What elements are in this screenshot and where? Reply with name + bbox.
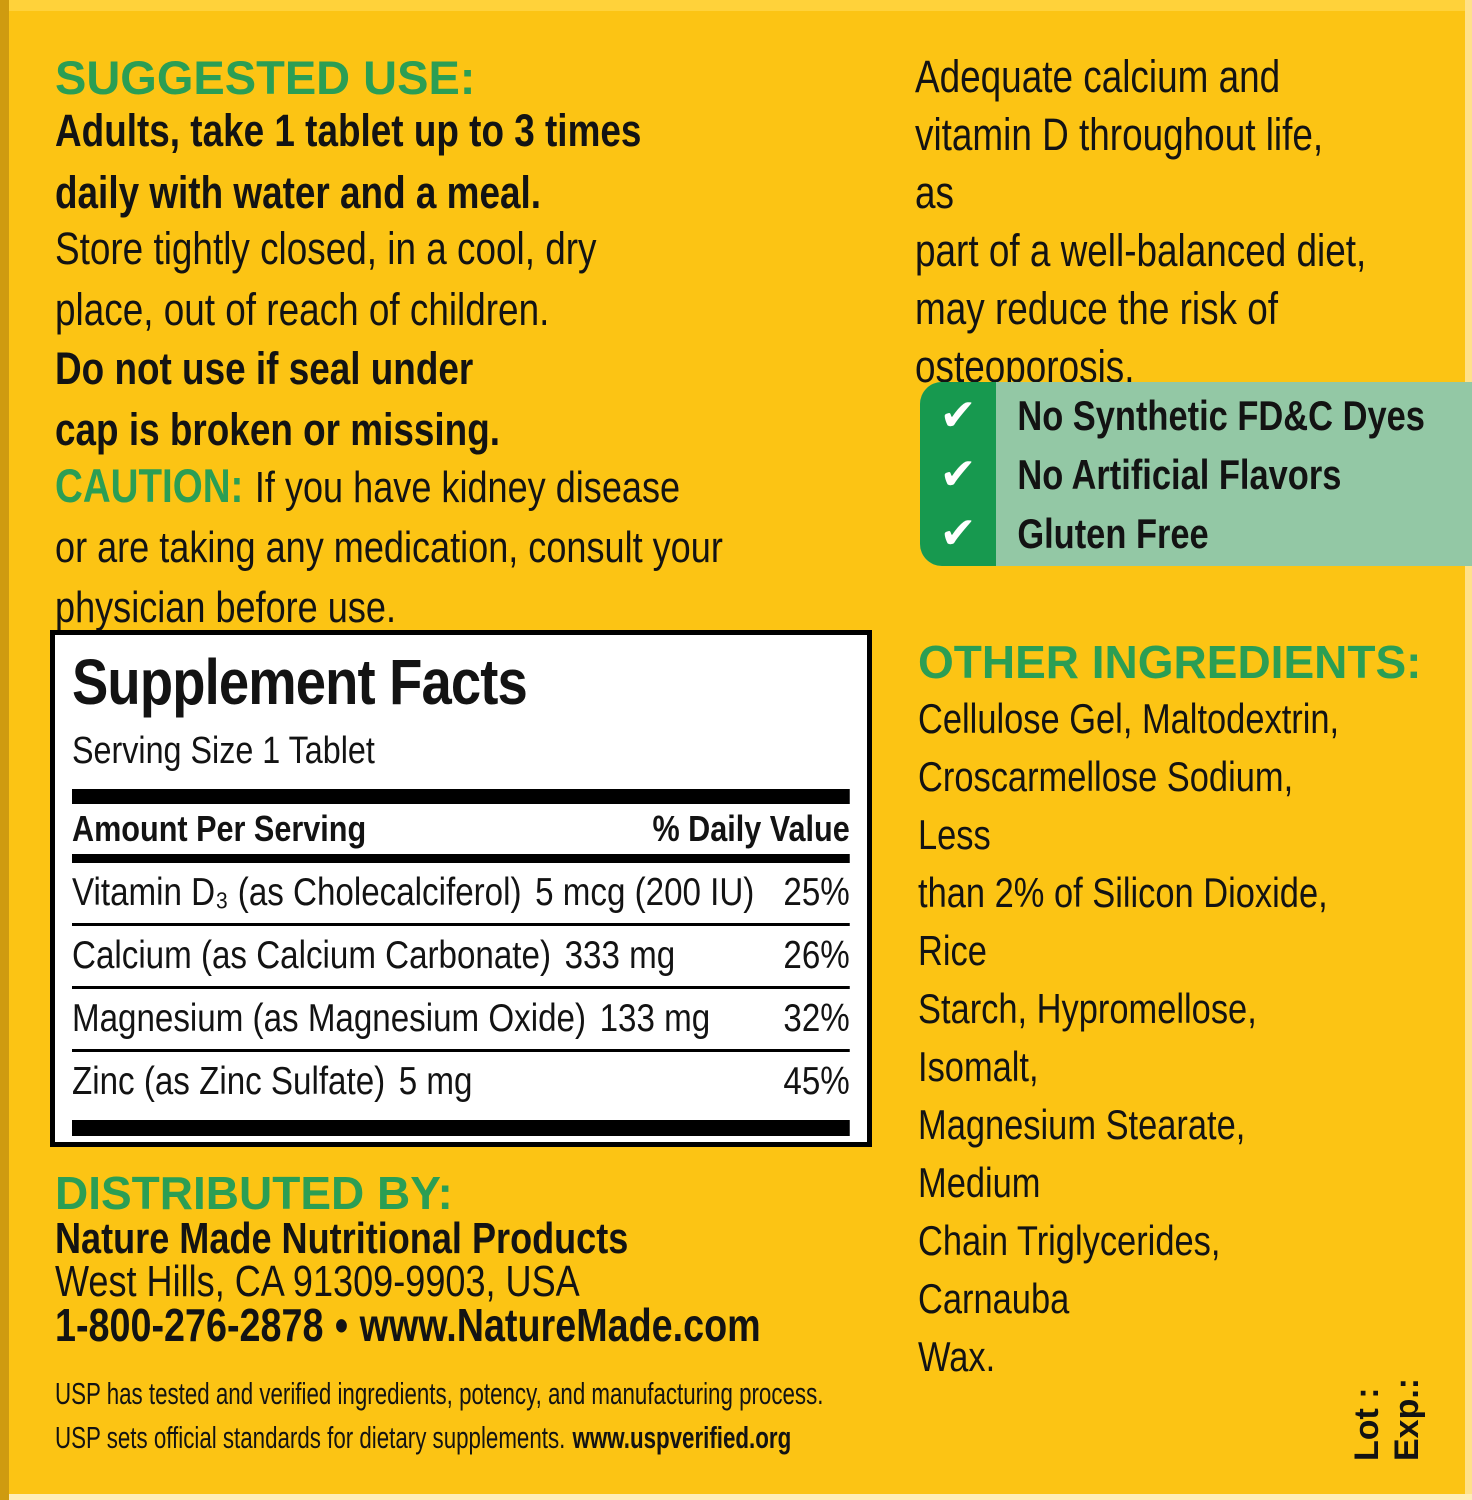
nutrient-amount: 5 mg — [398, 1060, 473, 1103]
nutrient-amount: 333 mg — [564, 934, 676, 977]
label-right-edge — [1465, 0, 1472, 1500]
lot-label: Lot : — [1348, 1387, 1386, 1461]
badge-item: No Artificial Flavors — [1017, 450, 1342, 498]
other-ingredients-heading: OTHER INGREDIENTS: — [918, 636, 1422, 688]
claims-badge: ✔ ✔ ✔ No Synthetic FD&C Dyes No Artifici… — [920, 382, 1472, 566]
nutrient-name: Calcium (as Calcium Carbonate) — [72, 934, 552, 977]
nutrient-dv: 25% — [783, 871, 850, 914]
nutrient-row: Zinc (as Zinc Sulfate) 5 mg 45% — [72, 1052, 850, 1112]
nutrient-name: Zinc (as Zinc Sulfate) — [72, 1060, 386, 1103]
badge-item-list: No Synthetic FD&C Dyes No Artificial Fla… — [996, 382, 1425, 566]
distributor-name: Nature Made Nutritional Products — [55, 1214, 629, 1263]
storage-instructions: Store tightly closed, in a cool, dry pla… — [55, 223, 597, 335]
seal-warning: Do not use if seal under cap is broken o… — [55, 343, 500, 455]
daily-value-header: % Daily Value — [652, 808, 850, 849]
nutrient-amount: 5 mcg (200 IU) — [535, 871, 755, 914]
badge-item: Gluten Free — [1017, 509, 1209, 557]
caution-label: CAUTION: — [55, 459, 244, 512]
bullet-separator: • — [334, 1299, 349, 1351]
amount-per-serving-header: Amount Per Serving — [72, 808, 367, 849]
nutrient-name: Magnesium (as Magnesium Oxide) — [72, 997, 587, 1040]
medium-rule — [72, 854, 850, 863]
nutrient-row: Magnesium (as Magnesium Oxide) 133 mg 32% — [72, 989, 850, 1052]
check-icon: ✔ — [939, 508, 977, 558]
supplement-facts-title: Supplement Facts — [72, 646, 528, 718]
exp-label: Exp.: — [1388, 1377, 1426, 1461]
label-top-edge — [0, 0, 1472, 11]
nutrient-row: Calcium (as Calcium Carbonate) 333 mg 26% — [72, 926, 850, 989]
thick-rule — [72, 789, 850, 804]
distributor-contact-line: 1-800-276-2878 • www.NatureMade.com — [55, 1301, 761, 1349]
check-icon: ✔ — [939, 390, 977, 440]
caution-text: If you have kidney disease or are taking… — [55, 463, 723, 632]
usp-fine-print: USP has tested and verified ingredients,… — [55, 1372, 823, 1460]
nutrient-dv: 26% — [783, 934, 850, 977]
distributor-phone: 1-800-276-2878 — [55, 1299, 324, 1351]
nutrient-amount: 133 mg — [599, 997, 711, 1040]
usp-line-2: USP sets official standards for dietary … — [55, 1416, 823, 1460]
nutrient-dv: 32% — [783, 997, 850, 1040]
nutrient-dv: 45% — [783, 1060, 850, 1103]
nutrient-name: Vitamin D₃ (as Cholecalciferol) — [72, 871, 522, 914]
other-ingredients-text: Cellulose Gel, Maltodextrin, Croscarmell… — [918, 695, 1340, 1380]
usp-line-2-text: USP sets official standards for dietary … — [55, 1420, 566, 1455]
serving-size: Serving Size 1 Tablet — [72, 730, 375, 772]
distributed-by-heading: DISTRIBUTED BY: — [55, 1167, 453, 1219]
distributor-website: www.NatureMade.com — [359, 1299, 761, 1351]
badge-item: No Synthetic FD&C Dyes — [1017, 391, 1425, 439]
suggested-use-heading: SUGGESTED USE: — [55, 51, 476, 104]
osteoporosis-claim: Adequate calcium and vitamin D throughou… — [915, 51, 1367, 392]
lot-exp-block: Lot : Exp.: — [1347, 1351, 1427, 1461]
usp-url: www.uspverified.org — [572, 1420, 792, 1455]
distributor-address: West Hills, CA 91309-9903, USA — [55, 1257, 580, 1306]
dosage-instructions: Adults, take 1 tablet up to 3 times dail… — [55, 105, 642, 218]
check-icon: ✔ — [939, 449, 977, 499]
checkmark-strip: ✔ ✔ ✔ — [920, 382, 996, 566]
label-left-edge — [0, 0, 9, 1500]
usp-line-1: USP has tested and verified ingredients,… — [55, 1376, 824, 1411]
caution-paragraph: CAUTION: If you have kidney disease or ar… — [55, 456, 957, 638]
nutrient-row: Vitamin D₃ (as Cholecalciferol) 5 mcg (20… — [72, 863, 850, 926]
facts-header-row: Amount Per Serving % Daily Value — [72, 804, 850, 854]
thick-rule — [72, 1120, 850, 1136]
label-bottom-edge — [0, 1494, 1472, 1500]
supplement-facts-panel: Supplement Facts Serving Size 1 Tablet A… — [50, 630, 872, 1147]
